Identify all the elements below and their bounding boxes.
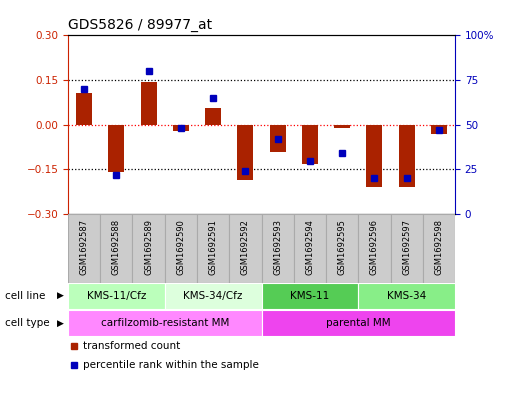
Text: ▶: ▶ bbox=[56, 319, 64, 328]
Bar bbox=[68, 214, 100, 283]
Bar bbox=[68, 310, 262, 336]
Bar bbox=[391, 214, 423, 283]
Bar bbox=[358, 283, 455, 309]
Bar bbox=[100, 214, 132, 283]
Text: GSM1692587: GSM1692587 bbox=[79, 219, 88, 275]
Bar bbox=[68, 283, 165, 309]
Bar bbox=[165, 214, 197, 283]
Bar bbox=[326, 214, 358, 283]
Bar bbox=[399, 125, 415, 187]
Bar bbox=[358, 214, 391, 283]
Bar bbox=[294, 214, 326, 283]
Text: KMS-34/Cfz: KMS-34/Cfz bbox=[184, 291, 243, 301]
Bar bbox=[262, 283, 358, 309]
Bar bbox=[302, 125, 318, 163]
Text: GSM1692598: GSM1692598 bbox=[435, 219, 444, 275]
Bar bbox=[366, 125, 382, 187]
Bar bbox=[108, 125, 124, 173]
Text: carfilzomib-resistant MM: carfilzomib-resistant MM bbox=[100, 318, 229, 328]
Text: percentile rank within the sample: percentile rank within the sample bbox=[84, 360, 259, 370]
Text: GSM1692590: GSM1692590 bbox=[176, 219, 185, 275]
Text: GSM1692597: GSM1692597 bbox=[402, 219, 411, 275]
Text: cell type: cell type bbox=[5, 318, 50, 328]
Bar bbox=[76, 94, 92, 125]
Text: KMS-34: KMS-34 bbox=[387, 291, 426, 301]
Bar bbox=[173, 125, 189, 131]
Text: transformed count: transformed count bbox=[84, 342, 181, 351]
Bar bbox=[205, 108, 221, 125]
Text: GSM1692591: GSM1692591 bbox=[209, 219, 218, 275]
Text: GSM1692592: GSM1692592 bbox=[241, 219, 250, 275]
Text: GSM1692594: GSM1692594 bbox=[305, 219, 314, 275]
Bar bbox=[431, 125, 447, 134]
Bar bbox=[237, 125, 254, 180]
Bar bbox=[269, 125, 286, 152]
Bar bbox=[262, 214, 294, 283]
Bar bbox=[141, 82, 157, 125]
Text: GSM1692589: GSM1692589 bbox=[144, 219, 153, 275]
Text: GSM1692593: GSM1692593 bbox=[273, 219, 282, 275]
Bar bbox=[197, 214, 229, 283]
Bar bbox=[423, 214, 455, 283]
Text: cell line: cell line bbox=[5, 291, 46, 301]
Text: KMS-11/Cfz: KMS-11/Cfz bbox=[87, 291, 146, 301]
Bar bbox=[334, 125, 350, 128]
Text: GDS5826 / 89977_at: GDS5826 / 89977_at bbox=[68, 18, 212, 32]
Text: GSM1692588: GSM1692588 bbox=[112, 219, 121, 275]
Bar bbox=[165, 283, 262, 309]
Text: ▶: ▶ bbox=[56, 291, 64, 300]
Text: GSM1692596: GSM1692596 bbox=[370, 219, 379, 275]
Text: parental MM: parental MM bbox=[326, 318, 391, 328]
Bar bbox=[229, 214, 262, 283]
Bar bbox=[132, 214, 165, 283]
Text: KMS-11: KMS-11 bbox=[290, 291, 329, 301]
Bar bbox=[262, 310, 455, 336]
Text: GSM1692595: GSM1692595 bbox=[338, 219, 347, 275]
